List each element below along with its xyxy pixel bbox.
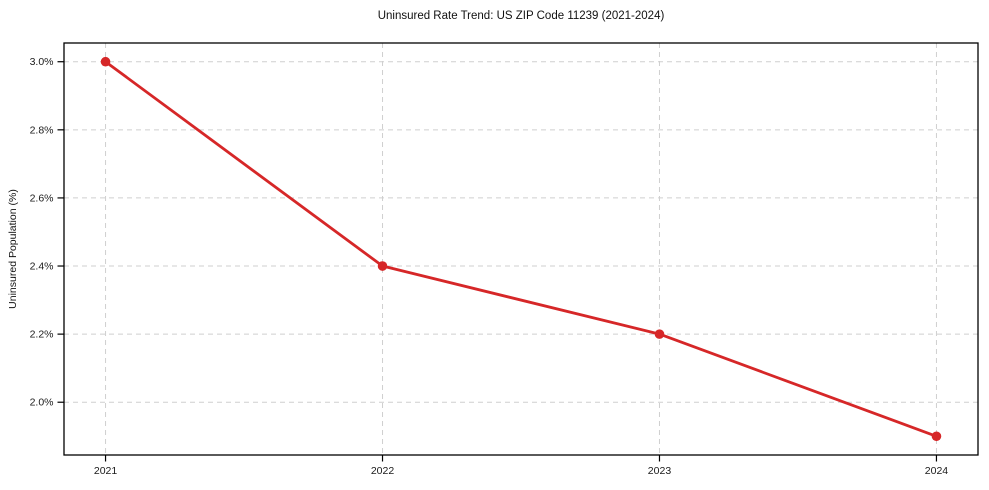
y-tick-label: 3.0% <box>30 56 54 68</box>
y-tick-label: 2.8% <box>30 124 54 136</box>
data-point-2023 <box>654 329 665 339</box>
trend-line <box>104 60 938 438</box>
x-tick-label: 2022 <box>371 465 395 477</box>
x-tick-label: 2024 <box>925 465 949 477</box>
x-tick-label: 2021 <box>94 465 118 477</box>
x-tick-label: 2023 <box>648 465 672 477</box>
axes-spines <box>63 42 979 456</box>
data-point-2021 <box>100 56 111 67</box>
y-tick-label: 2.4% <box>30 261 54 273</box>
y-tick-label: 2.2% <box>30 329 54 341</box>
y-tick-label: 2.6% <box>30 192 54 204</box>
chart-title: Uninsured Rate Trend: US ZIP Code 11239 … <box>377 10 665 22</box>
data-point-2024 <box>931 431 942 442</box>
data-point-2022 <box>377 261 388 271</box>
y-tick-label: 2.0% <box>30 397 54 409</box>
